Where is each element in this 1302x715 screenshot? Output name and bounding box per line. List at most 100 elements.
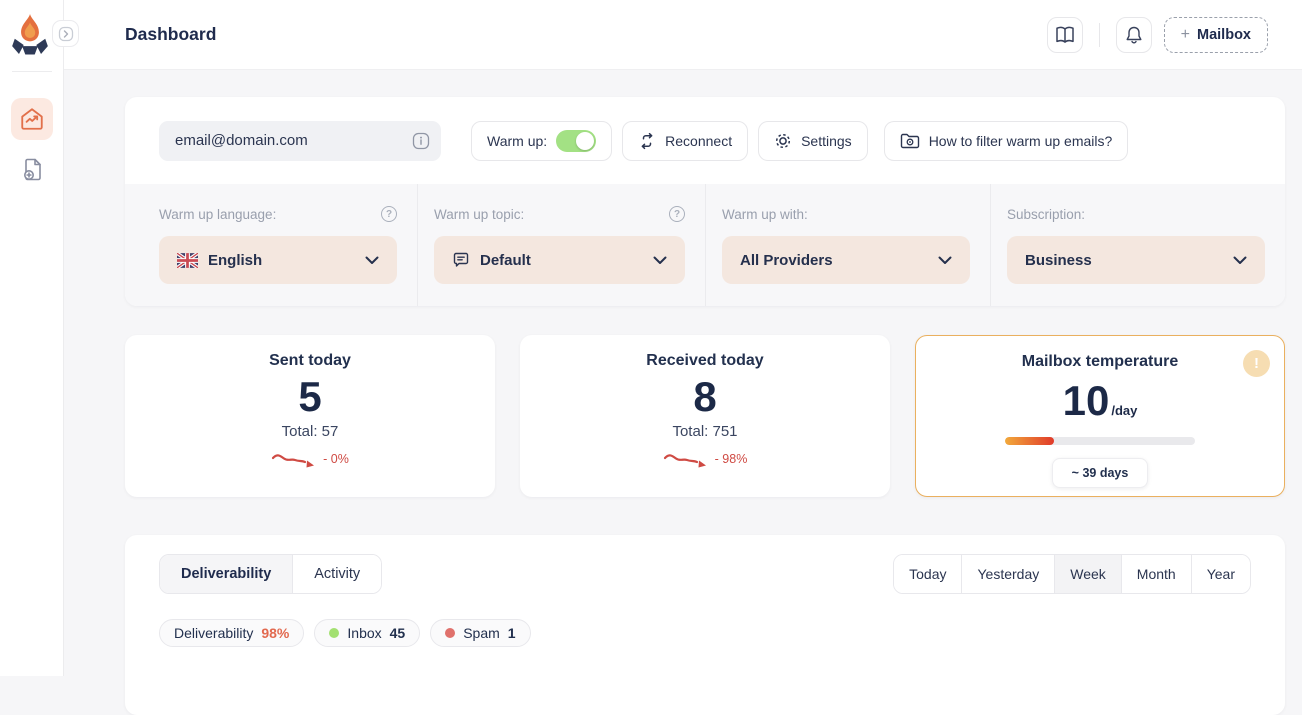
sidebar-divider: [12, 71, 52, 72]
mailbox-temperature-title: Mailbox temperature: [1021, 353, 1179, 370]
uk-flag-icon: [177, 252, 198, 268]
trend-down-icon: [271, 449, 317, 469]
chevron-down-icon: [653, 256, 667, 265]
subscription-column: Subscription: Business: [990, 184, 1285, 306]
add-mailbox-button-label: Mailbox: [1197, 27, 1251, 43]
warm-up-with-label: Warm up with:: [722, 206, 808, 222]
mailbox-temperature-card: ! Mailbox temperature 10 /day ~ 39 days: [915, 335, 1285, 497]
sent-today-value: 5: [298, 373, 322, 420]
legend-deliverability[interactable]: Deliverability 98%: [159, 619, 305, 647]
deliverability-chart-card: Deliverability Activity Today Yesterday …: [125, 535, 1285, 715]
help-icon[interactable]: ?: [669, 206, 685, 222]
warm-up-language-label: Warm up language:: [159, 206, 277, 222]
refresh-icon: [638, 132, 656, 150]
warm-up-language-column: Warm up language: ? English: [125, 184, 417, 306]
sent-today-title: Sent today: [269, 352, 351, 369]
page-title: Dashboard: [125, 24, 217, 44]
received-today-value: 8: [693, 373, 717, 420]
header-separator: [1098, 23, 1100, 47]
legend-inbox-label: Inbox: [347, 625, 382, 641]
chart-legend: Deliverability 98% Inbox 45 Spam 1: [159, 619, 1251, 647]
warm-up-topic-label: Warm up topic:: [434, 206, 525, 222]
gear-icon: [774, 132, 792, 150]
range-today[interactable]: Today: [894, 555, 962, 593]
sidebar: [0, 0, 64, 676]
sidebar-expand-button[interactable]: [52, 20, 79, 47]
warm-up-language-value: English: [208, 251, 263, 269]
reconnect-button-label: Reconnect: [665, 132, 733, 149]
warm-up-language-select[interactable]: English: [159, 236, 397, 284]
docs-button[interactable]: [1046, 17, 1083, 53]
mailbox-toolbar: Warm up: Reconnect Settings: [125, 97, 1285, 184]
legend-deliverability-label: Deliverability: [174, 625, 254, 641]
warm-up-with-value: All Providers: [740, 251, 833, 269]
warm-up-label: Warm up:: [487, 132, 548, 149]
tab-deliverability[interactable]: Deliverability: [160, 555, 294, 593]
temperature-progress-fill: [1005, 437, 1055, 446]
help-icon[interactable]: ?: [381, 206, 397, 222]
warm-up-topic-column: Warm up topic: ? Default: [417, 184, 705, 306]
legend-deliverability-value: 98%: [261, 625, 290, 641]
app-logo-flame-icon: [11, 13, 49, 55]
book-icon: [1054, 25, 1076, 45]
warning-icon[interactable]: !: [1243, 350, 1270, 377]
subscription-label: Subscription:: [1007, 206, 1086, 222]
sidebar-item-add-mailbox[interactable]: [11, 149, 53, 191]
received-today-trend: - 98%: [714, 452, 748, 467]
plus-icon: +: [1180, 26, 1191, 43]
how-to-filter-button[interactable]: How to filter warm up emails?: [883, 120, 1129, 161]
settings-button[interactable]: Settings: [758, 120, 868, 161]
how-to-filter-button-label: How to filter warm up emails?: [928, 132, 1113, 149]
chevron-down-icon: [365, 256, 379, 265]
chevron-down-icon: [938, 256, 952, 265]
sent-today-card: Sent today 5 Total: 57 - 0%: [125, 335, 495, 497]
range-week[interactable]: Week: [1054, 555, 1121, 593]
email-field-wrap: [159, 120, 441, 161]
temperature-progress-track: [1005, 437, 1195, 446]
legend-spam[interactable]: Spam 1: [430, 619, 531, 647]
email-input[interactable]: [159, 120, 441, 161]
warm-up-settings-strip: Warm up language: ? English: [125, 184, 1285, 306]
warm-up-toggle-group: Warm up:: [471, 120, 613, 161]
reconnect-button[interactable]: Reconnect: [622, 120, 749, 161]
panel-expand-icon: [58, 26, 74, 42]
video-folder-icon: [900, 132, 920, 150]
file-plus-icon: [20, 157, 45, 183]
warm-up-toggle[interactable]: [556, 129, 597, 152]
chat-topic-icon: [452, 251, 470, 269]
sent-today-total: Total: 57: [281, 423, 339, 441]
legend-spam-value: 1: [507, 625, 516, 641]
received-today-card: Received today 8 Total: 751 - 98%: [520, 335, 890, 497]
dashboard-home-icon: [19, 106, 45, 132]
received-today-total: Total: 751: [672, 423, 738, 441]
subscription-value: Business: [1025, 251, 1092, 269]
settings-button-label: Settings: [801, 132, 852, 149]
range-yesterday[interactable]: Yesterday: [961, 555, 1055, 593]
sidebar-item-dashboard[interactable]: [11, 98, 53, 140]
subscription-select[interactable]: Business: [1007, 236, 1265, 284]
bell-icon: [1124, 25, 1144, 45]
warm-up-topic-select[interactable]: Default: [434, 236, 685, 284]
warm-up-with-select[interactable]: All Providers: [722, 236, 970, 284]
range-year[interactable]: Year: [1190, 555, 1250, 593]
warm-up-topic-value: Default: [480, 251, 531, 269]
tab-activity[interactable]: Activity: [293, 555, 382, 593]
add-mailbox-button[interactable]: + Mailbox: [1163, 17, 1268, 53]
trend-down-icon: [663, 449, 709, 469]
notifications-button[interactable]: [1115, 17, 1152, 53]
temperature-unit: /day: [1111, 403, 1138, 418]
warm-up-with-column: Warm up with: All Providers: [705, 184, 990, 306]
header: Dashboard + Mailbox: [64, 0, 1302, 70]
temperature-value: 10: [1062, 377, 1110, 424]
chevron-down-icon: [1233, 256, 1247, 265]
toggle-knob: [576, 131, 595, 150]
range-month[interactable]: Month: [1120, 555, 1191, 593]
info-icon[interactable]: [412, 132, 430, 150]
sent-today-trend: - 0%: [323, 452, 349, 467]
legend-inbox[interactable]: Inbox 45: [314, 619, 421, 647]
chart-tabs: Deliverability Activity: [159, 554, 383, 594]
header-actions: + Mailbox: [1046, 17, 1268, 53]
time-range-selector: Today Yesterday Week Month Year: [893, 554, 1251, 594]
spam-dot-icon: [445, 628, 456, 638]
received-today-title: Received today: [646, 352, 764, 369]
